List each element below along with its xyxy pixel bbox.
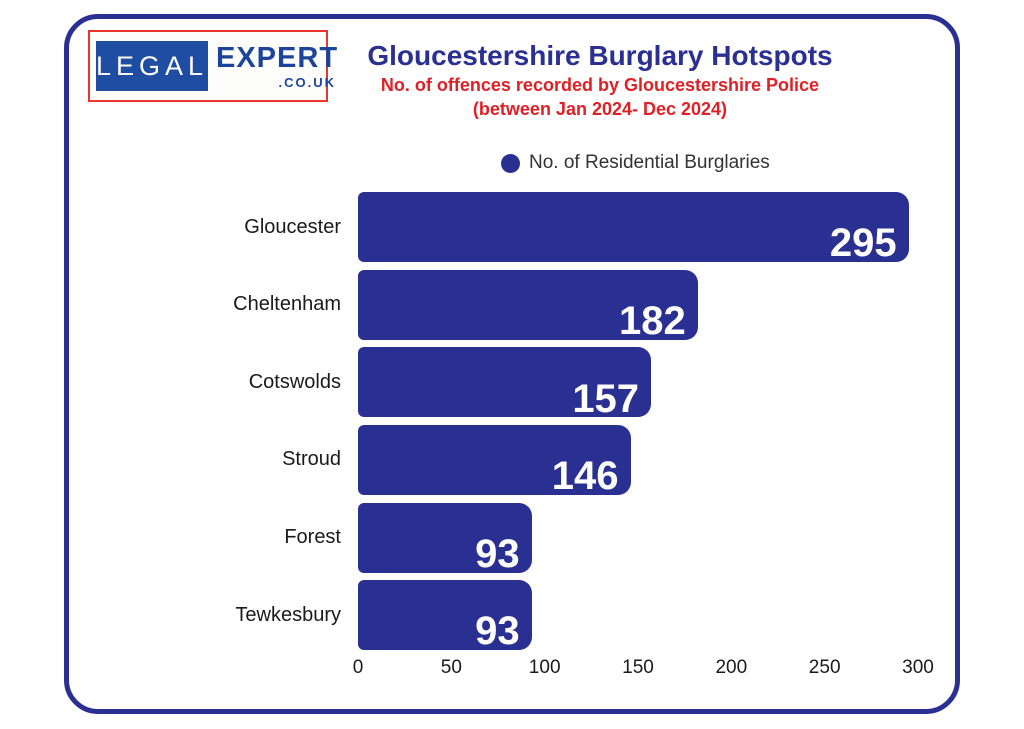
bar-forest: 93 (358, 502, 532, 576)
bar-gloucester: 295 (358, 192, 909, 266)
legend-marker-icon (501, 153, 520, 173)
value-label: 93 (475, 609, 520, 654)
legend-label: No. of Residential Burglaries (529, 152, 770, 173)
value-label: 157 (572, 376, 640, 421)
logo-expert-text: EXPERT (216, 41, 339, 74)
category-label: Stroud (282, 448, 341, 471)
chart-legend: No. of Residential Burglaries (501, 151, 770, 175)
bar-stroud: 146 (358, 424, 631, 499)
chart-title: Gloucestershire Burglary Hotspots (367, 40, 833, 71)
bar-row: Cheltenham 182 (69, 269, 955, 348)
x-axis-tick: 150 (622, 657, 654, 678)
bar-cheltenham: 182 (358, 269, 698, 343)
bar-row: Cotswolds 157 (69, 347, 955, 425)
value-label: 182 (618, 298, 686, 343)
bar-row: Tewkesbury 93 (69, 580, 955, 658)
x-axis-tick: 100 (528, 657, 561, 678)
chart-subtitle-line1: No. of offences recorded by Gloucestersh… (380, 75, 820, 95)
bar-tewkesbury: 93 (358, 580, 532, 654)
value-label: 146 (551, 454, 619, 499)
category-label: Cheltenham (233, 293, 341, 316)
category-label: Tewkesbury (235, 603, 341, 626)
infographic-card: LEGAL EXPERT .CO.UK Gloucestershire Burg… (64, 14, 960, 714)
logo-legal-text: LEGAL (95, 50, 209, 81)
category-label: Gloucester (244, 215, 341, 238)
bar-row: Forest 93 (69, 502, 955, 581)
logo-legal-box: LEGAL (96, 41, 208, 91)
x-axis-tick: 250 (808, 657, 841, 678)
x-axis-tick: 50 (440, 657, 462, 678)
category-label: Forest (284, 526, 341, 549)
x-axis-tick: 200 (715, 657, 748, 678)
x-axis-tick: 300 (902, 657, 934, 678)
value-label: 295 (829, 221, 897, 266)
x-axis-tick: 0 (352, 657, 364, 678)
value-label: 93 (475, 531, 520, 576)
category-label: Cotswolds (248, 370, 341, 393)
logo-domain-text: .CO.UK (278, 74, 337, 90)
legal-expert-logo: LEGAL EXPERT .CO.UK (88, 30, 337, 102)
x-axis: 0 50 100 150 200 250 300 (69, 657, 955, 681)
chart-subtitle-line2: (between Jan 2024- Dec 2024) (472, 99, 728, 119)
logo-right-block: EXPERT .CO.UK (216, 41, 339, 90)
bar-row: Gloucester 295 (69, 192, 955, 270)
chart-header: Gloucestershire Burglary Hotspots No. of… (350, 39, 850, 121)
bar-cotswolds: 157 (358, 347, 652, 421)
bar-row: Stroud 146 (69, 424, 955, 503)
bar-chart-plot: Gloucester 295 Cheltenham 182 Cotswolds 157 St… (69, 192, 955, 658)
